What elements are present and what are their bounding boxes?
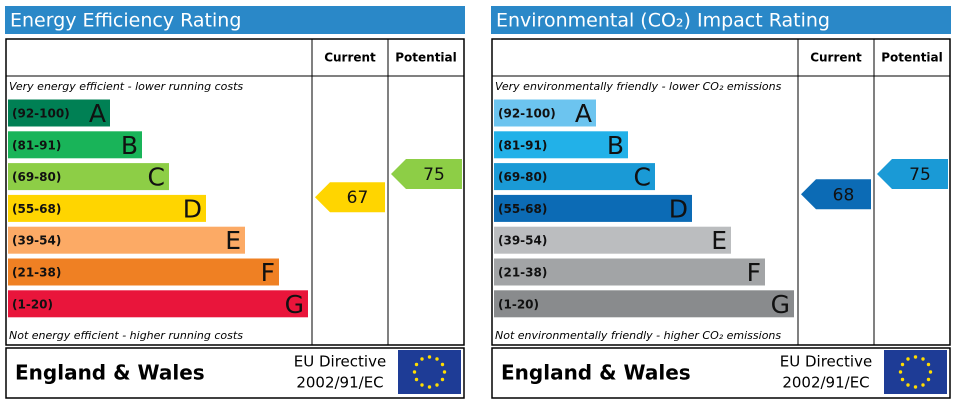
band-letter: D — [183, 194, 202, 223]
eu-star — [427, 385, 432, 389]
title-bar — [491, 6, 951, 34]
footer-region: England & Wales — [15, 361, 205, 385]
rating-value: 67 — [347, 188, 369, 208]
rating-value: 75 — [909, 165, 931, 185]
rating-box — [491, 38, 951, 346]
rating-box — [5, 38, 465, 346]
eu-star — [412, 370, 417, 374]
band-range: (21-38) — [498, 266, 547, 280]
band-range: (55-68) — [12, 202, 61, 216]
eu-star — [906, 383, 910, 387]
band — [8, 131, 142, 159]
band — [494, 99, 596, 127]
band — [8, 163, 169, 191]
band-range: (69-80) — [498, 170, 547, 184]
eu-star — [435, 383, 439, 387]
eu-star — [913, 355, 918, 359]
band-letter: A — [575, 99, 592, 128]
band-range: (55-68) — [498, 202, 547, 216]
eu-star — [926, 377, 931, 382]
top-note: Very energy efficient - lower running co… — [9, 80, 243, 93]
eu-star — [928, 370, 933, 374]
eu-star — [900, 377, 905, 382]
band-range: (69-80) — [12, 170, 61, 184]
eu-star — [913, 385, 918, 389]
rating-arrow — [391, 159, 462, 189]
band-range: (92-100) — [498, 107, 556, 121]
band — [494, 226, 731, 254]
band-letter: F — [747, 258, 761, 287]
band — [8, 258, 279, 286]
band-letter: G — [771, 290, 790, 319]
eu-star — [435, 357, 439, 361]
rating-arrow — [877, 159, 948, 189]
band — [494, 194, 692, 222]
eu-star — [414, 377, 419, 382]
rating-arrow — [801, 179, 871, 210]
eu-star — [440, 362, 445, 367]
eu-star — [921, 357, 925, 361]
footer-code: 2002/91/EC — [296, 374, 383, 392]
col-header: Current — [324, 51, 376, 65]
rating-arrow — [315, 182, 385, 213]
col-header: Potential — [881, 51, 943, 65]
panel-title: Environmental (CO₂) Impact Rating — [496, 10, 830, 32]
band — [8, 290, 308, 318]
band-letter: B — [121, 131, 138, 160]
band-range: (21-38) — [12, 266, 61, 280]
bottom-note: Not energy efficient - higher running co… — [9, 329, 243, 342]
eu-star — [414, 362, 419, 367]
band-range: (92-100) — [12, 107, 70, 121]
footer-box — [491, 347, 951, 399]
band-letter: C — [148, 163, 165, 192]
rating-value: 75 — [423, 165, 445, 185]
bottom-note: Not environmentally friendly - higher CO… — [495, 329, 781, 342]
band — [494, 163, 655, 191]
eu-star — [442, 370, 447, 374]
band-range: (81-91) — [498, 138, 547, 152]
footer-box — [5, 347, 465, 399]
top-note: Very environmentally friendly - lower CO… — [495, 80, 782, 93]
band-letter: C — [634, 163, 651, 192]
band-range: (39-54) — [12, 234, 61, 248]
eu-star — [906, 357, 910, 361]
band-letter: E — [225, 226, 241, 255]
band — [8, 226, 245, 254]
band-letter: D — [669, 194, 688, 223]
eu-star — [427, 355, 432, 359]
col-header: Potential — [395, 51, 457, 65]
eu-star — [420, 383, 424, 387]
band-range: (81-91) — [12, 138, 61, 152]
band-range: (1-20) — [498, 297, 539, 311]
footer-directive: EU Directive — [780, 353, 872, 371]
eu-star — [898, 370, 903, 374]
eu-star — [921, 383, 925, 387]
footer-code: 2002/91/EC — [782, 374, 869, 392]
eu-star — [926, 362, 931, 367]
footer-directive: EU Directive — [294, 353, 386, 371]
eu-star — [420, 357, 424, 361]
band — [494, 258, 765, 286]
title-bar — [5, 6, 465, 34]
eu-star — [440, 377, 445, 382]
band-range: (1-20) — [12, 297, 53, 311]
band-letter: E — [711, 226, 727, 255]
rating-value: 68 — [833, 185, 855, 205]
band-range: (39-54) — [498, 234, 547, 248]
band-letter: G — [285, 290, 304, 319]
band — [8, 99, 110, 127]
band-letter: F — [261, 258, 275, 287]
col-header: Current — [810, 51, 862, 65]
band — [494, 131, 628, 159]
panel-title: Energy Efficiency Rating — [10, 10, 241, 32]
rating-panel: Energy Efficiency Rating Current Potential… — [5, 6, 465, 399]
footer-region: England & Wales — [501, 361, 691, 385]
eu-star — [900, 362, 905, 367]
band-letter: B — [607, 131, 624, 160]
band-letter: A — [89, 99, 106, 128]
rating-panel: Environmental (CO₂) Impact Rating Current… — [491, 6, 951, 399]
band — [8, 194, 206, 222]
band — [494, 290, 794, 318]
